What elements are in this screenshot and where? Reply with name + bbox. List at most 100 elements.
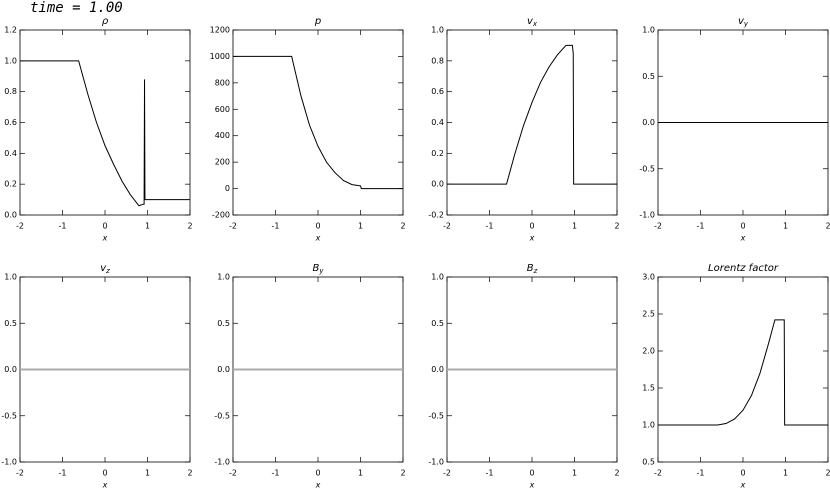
- data-line: [233, 55, 403, 190]
- y-tick-label: 0.5: [642, 72, 655, 81]
- x-tick-label: -1: [59, 222, 67, 231]
- x-axis-label: x: [315, 234, 321, 243]
- x-tick-label: 2: [614, 222, 619, 231]
- y-tick-label: -0.5: [1, 411, 17, 420]
- data-line: [20, 60, 190, 207]
- x-tick-label: 0: [315, 469, 320, 478]
- y-tick-label: 0.6: [4, 118, 17, 127]
- y-tick-label: 0.2: [4, 180, 17, 189]
- x-tick-label: 0: [529, 469, 534, 478]
- panel-title: vx: [527, 16, 538, 28]
- y-tick-label: 800: [215, 78, 230, 87]
- x-axis-label: x: [102, 234, 108, 243]
- panel: vz x -2 -1 0 1 2 -1.0 -0.5 0.0 0.5 1.0: [1, 263, 192, 488]
- y-tick-label: 1.5: [642, 384, 655, 393]
- x-tick-label: -2: [443, 469, 451, 478]
- y-tick-label: 1.2: [4, 26, 17, 35]
- x-tick-label: -2: [443, 222, 451, 231]
- time-caption: time = 1.00: [30, 0, 123, 16]
- y-tick-label: 0.5: [4, 319, 17, 328]
- panel-title: p: [314, 16, 321, 27]
- y-tick-label: 1.0: [642, 421, 655, 430]
- x-tick-label: 2: [400, 469, 405, 478]
- y-tick-label: 1200: [210, 26, 230, 35]
- y-tick-label: -0.2: [428, 211, 444, 220]
- x-axis-label: x: [315, 481, 321, 488]
- x-tick-label: 2: [825, 469, 830, 478]
- y-tick-label: 0.0: [431, 180, 444, 189]
- plot-frame: [19, 29, 191, 216]
- x-tick-label: -2: [654, 222, 662, 231]
- panel: Bz x -2 -1 0 1 2 -1.0 -0.5 0.0 0.5 1.0: [428, 263, 619, 488]
- data-line: [658, 319, 828, 426]
- panel-title: Bz: [527, 263, 538, 275]
- y-tick-label: 2.0: [642, 347, 655, 356]
- title-text: v: [527, 16, 534, 27]
- x-axis-label: x: [740, 234, 746, 243]
- y-tick-label: 600: [215, 105, 230, 114]
- panel-title: vz: [100, 263, 110, 275]
- x-tick-label: 2: [187, 469, 192, 478]
- y-tick-label: -1.0: [428, 458, 444, 467]
- plot-frame: [657, 276, 829, 463]
- x-tick-label: -1: [59, 469, 67, 478]
- panel-title: Lorentz factor: [708, 263, 779, 274]
- x-tick-label: 0: [740, 469, 745, 478]
- plot-frame: [446, 29, 618, 216]
- x-tick-label: 1: [145, 222, 150, 231]
- x-tick-label: 1: [145, 469, 150, 478]
- x-tick-label: -1: [697, 469, 705, 478]
- title-subscript: z: [105, 267, 110, 275]
- x-tick-label: -1: [697, 222, 705, 231]
- panel: Lorentz factor x -2 -1 0 1 2 0.5 1.0 1.5 2.0 2.5 3.0: [642, 263, 830, 488]
- y-tick-label: 0.8: [431, 56, 444, 65]
- x-axis-label: x: [529, 481, 535, 488]
- x-tick-label: 1: [783, 469, 788, 478]
- x-tick-label: 2: [614, 469, 619, 478]
- panel-title: By: [312, 263, 324, 275]
- y-tick-label: -0.5: [639, 164, 655, 173]
- y-tick-label: 400: [215, 131, 230, 140]
- title-subscript: y: [318, 267, 324, 275]
- y-tick-label: -1.0: [1, 458, 17, 467]
- y-tick-label: 2.5: [642, 310, 655, 319]
- y-tick-label: 0.4: [4, 149, 17, 158]
- plot-frame: [232, 29, 404, 216]
- x-tick-label: 0: [529, 222, 534, 231]
- x-tick-label: -1: [486, 469, 494, 478]
- y-tick-label: 1.0: [4, 273, 17, 282]
- title-text: B: [312, 263, 319, 274]
- y-tick-label: 1.0: [431, 273, 444, 282]
- x-tick-label: 1: [358, 469, 363, 478]
- title-text: v: [738, 16, 745, 27]
- y-tick-label: 0.5: [217, 319, 230, 328]
- y-tick-label: 1.0: [217, 273, 230, 282]
- title-text: v: [100, 263, 107, 274]
- y-tick-label: 3.0: [642, 273, 655, 282]
- data-line: [447, 44, 617, 185]
- y-tick-label: 1.0: [431, 26, 444, 35]
- panel-title: vy: [738, 16, 749, 28]
- x-tick-label: 1: [783, 222, 788, 231]
- title-text: p: [314, 16, 321, 27]
- x-tick-label: -1: [272, 222, 280, 231]
- y-tick-label: 0.8: [4, 87, 17, 96]
- title-subscript: y: [743, 20, 749, 28]
- panel: ρ x -2 -1 0 1 2 0.0 0.2 0.4 0.6 0.8 1.0 1.2: [4, 16, 192, 243]
- x-tick-label: 1: [572, 469, 577, 478]
- y-tick-label: 0.2: [431, 149, 444, 158]
- y-tick-label: 0.6: [431, 87, 444, 96]
- y-tick-label: 0.4: [431, 118, 444, 127]
- y-tick-label: 0.0: [4, 365, 17, 374]
- y-tick-label: 1.0: [642, 26, 655, 35]
- x-tick-label: -2: [229, 222, 237, 231]
- title-subscript: z: [533, 267, 538, 275]
- y-tick-label: -0.5: [214, 411, 230, 420]
- y-tick-label: -1.0: [214, 458, 230, 467]
- panel: vy x -2 -1 0 1 2 -1.0 -0.5 0.0 0.5 1.0: [639, 16, 830, 243]
- y-tick-label: -1.0: [639, 211, 655, 220]
- x-tick-label: 1: [358, 222, 363, 231]
- title-subscript: x: [532, 20, 538, 28]
- x-tick-label: 2: [825, 222, 830, 231]
